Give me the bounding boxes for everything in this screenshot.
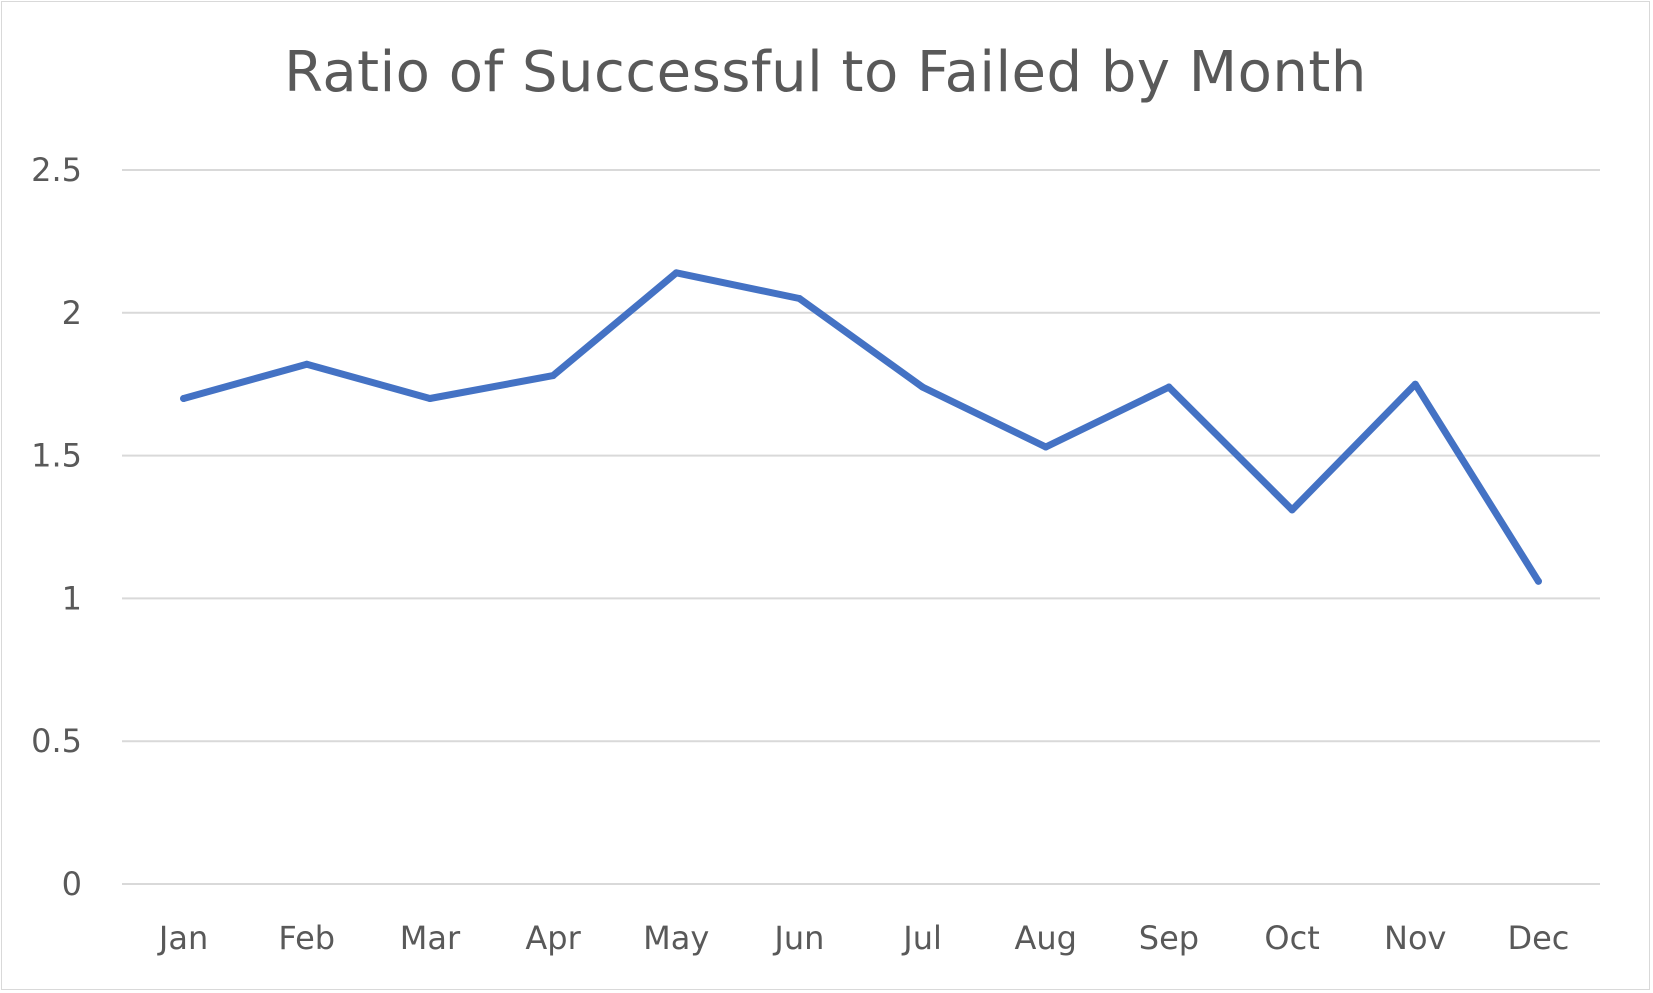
x-tick-label: Aug [1015, 919, 1077, 957]
y-tick-label: 1 [62, 579, 82, 617]
data-point [919, 383, 927, 391]
data-point [426, 394, 434, 402]
data-point [672, 269, 680, 277]
x-tick-label: Jun [772, 919, 824, 957]
x-tick-label: Dec [1507, 919, 1569, 957]
data-point [549, 372, 557, 380]
data-point [1534, 577, 1542, 585]
y-tick-label: 2 [62, 294, 82, 332]
x-tick-label: May [643, 919, 709, 957]
x-tick-label: Apr [525, 919, 581, 957]
data-point [180, 394, 188, 402]
data-point [795, 295, 803, 303]
y-tick-label: 2.5 [31, 151, 82, 189]
x-tick-label: Jul [901, 919, 942, 957]
x-tick-label: Sep [1139, 919, 1199, 957]
x-tick-label: Feb [278, 919, 335, 957]
x-tick-label: Mar [400, 919, 461, 957]
data-point [303, 360, 311, 368]
x-tick-label: Jan [157, 919, 208, 957]
y-tick-label: 0 [62, 865, 82, 903]
data-point [1288, 506, 1296, 514]
x-tick-label: Oct [1264, 919, 1319, 957]
data-point [1411, 380, 1419, 388]
x-tick-label: Nov [1384, 919, 1446, 957]
data-point [1042, 443, 1050, 451]
chart-title: Ratio of Successful to Failed by Month [284, 40, 1367, 105]
data-point [1165, 383, 1173, 391]
y-tick-label: 1.5 [31, 437, 82, 475]
y-tick-label: 0.5 [31, 722, 82, 760]
series-line [180, 269, 1542, 585]
